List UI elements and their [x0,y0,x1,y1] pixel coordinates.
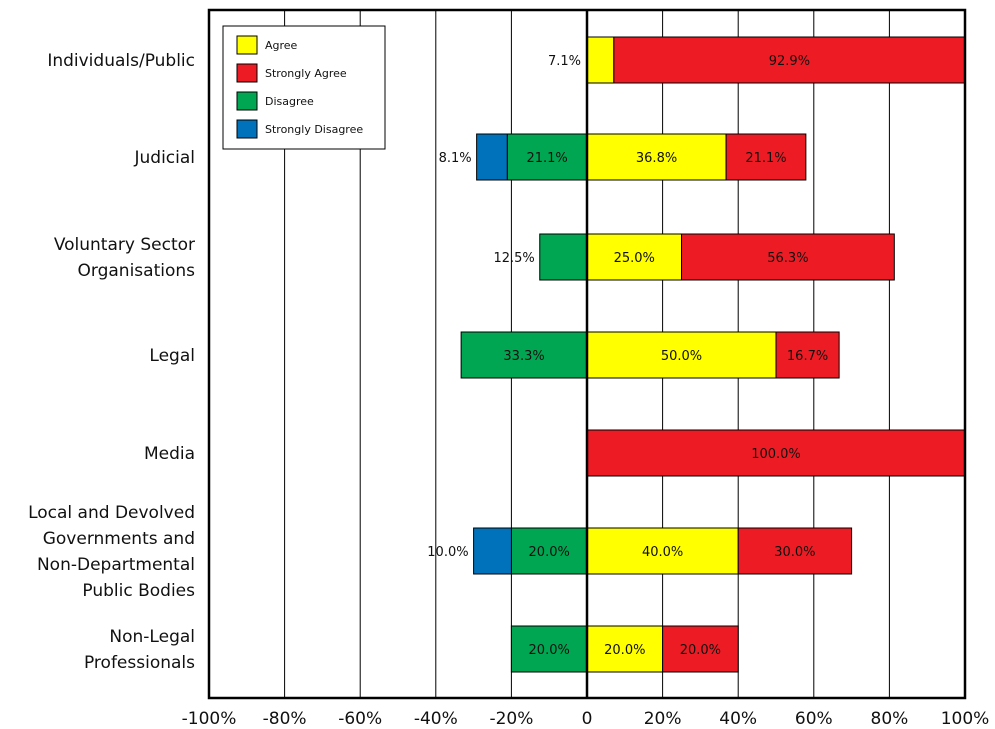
x-tick-label: -60% [338,709,382,729]
x-tick-label: 0 [582,709,593,729]
bar-value-label: 20.0% [529,643,570,658]
bar-value-label: 21.1% [526,151,567,166]
bar-disagree [460,331,588,379]
bar-value-label: 33.3% [503,349,544,364]
bar-value-label: 92.9% [769,54,810,69]
x-tick-label: -40% [414,709,458,729]
bar-value-label: 100.0% [751,447,801,462]
bar-value-label: 40.0% [642,545,683,560]
x-tick-labels: -100% -80% -60% -40% -20% 0 20% 40% 60% 80% 100% [182,709,990,729]
bar-value-label: 8.1% [439,151,472,166]
bar-disagree [510,625,588,673]
bar-disagree [510,527,588,575]
bar-agree [586,331,777,379]
bar-strongly-disagree [476,133,508,181]
x-tick-label: 100% [941,709,990,729]
bar-strongly-agree [662,625,739,673]
x-tick-label: 40% [719,709,757,729]
legend-label: Strongly Agree [265,67,347,80]
bars: 7.1% 92.9% 36.8% 21.1% 21.1% 8.1% 25.0% 56.3% 12… [427,36,966,673]
legend-label: Agree [265,39,298,52]
category-label: Voluntary Sector Organisations [54,235,195,281]
x-tick-label: 60% [795,709,833,729]
bar-strongly-agree [681,233,895,281]
bar-value-label: 20.0% [604,643,645,658]
x-tick-label: 80% [871,709,909,729]
bar-value-label: 12.5% [493,251,534,266]
bar-value-label: 20.0% [529,545,570,560]
bar-value-label: 30.0% [774,545,815,560]
bar-strongly-agree [737,527,853,575]
bar-value-label: 16.7% [787,349,828,364]
x-tick-label: 20% [644,709,682,729]
category-label: Non-Legal Professionals [84,627,195,673]
bar-value-label: 25.0% [614,251,655,266]
category-label: Local and Devolved Governments and Non-Dep… [28,503,195,601]
bar-value-label: 36.8% [636,151,677,166]
bar-value-label: 20.0% [680,643,721,658]
legend-swatch [236,91,258,111]
bar-agree [586,625,664,673]
plot-border [207,8,967,700]
bar-strongly-agree [775,331,840,379]
bar-value-label: 56.3% [767,251,808,266]
legend: Agree Strongly Agree Disagree Strongly Disa… [222,25,386,150]
x-tick-label: -100% [182,709,237,729]
x-tick-label: -20% [489,709,533,729]
bar-value-label: 50.0% [661,349,702,364]
category-label: Individuals/Public [47,51,195,71]
legend-swatch [236,63,258,83]
legend-label: Disagree [265,95,314,108]
x-tick-label: -80% [263,709,307,729]
bar-agree [586,36,615,84]
bar-strongly-agree [586,429,966,477]
category-label: Legal [149,346,195,366]
plot-frame [207,8,967,700]
legend-label: Strongly Disagree [265,123,363,136]
bar-agree [586,527,739,575]
bar-disagree [539,233,588,281]
category-label: Media [144,444,195,464]
bar-value-label: 7.1% [548,54,581,69]
category-label: Judicial [133,148,195,168]
bar-value-label: 21.1% [745,151,786,166]
legend-swatch [236,119,258,139]
bar-strongly-disagree [473,527,512,575]
legend-swatch [236,35,258,55]
bar-value-label: 10.0% [427,545,468,560]
category-labels: Individuals/Public Judicial Voluntary Sect… [28,51,195,673]
bar-strongly-agree [725,133,807,181]
